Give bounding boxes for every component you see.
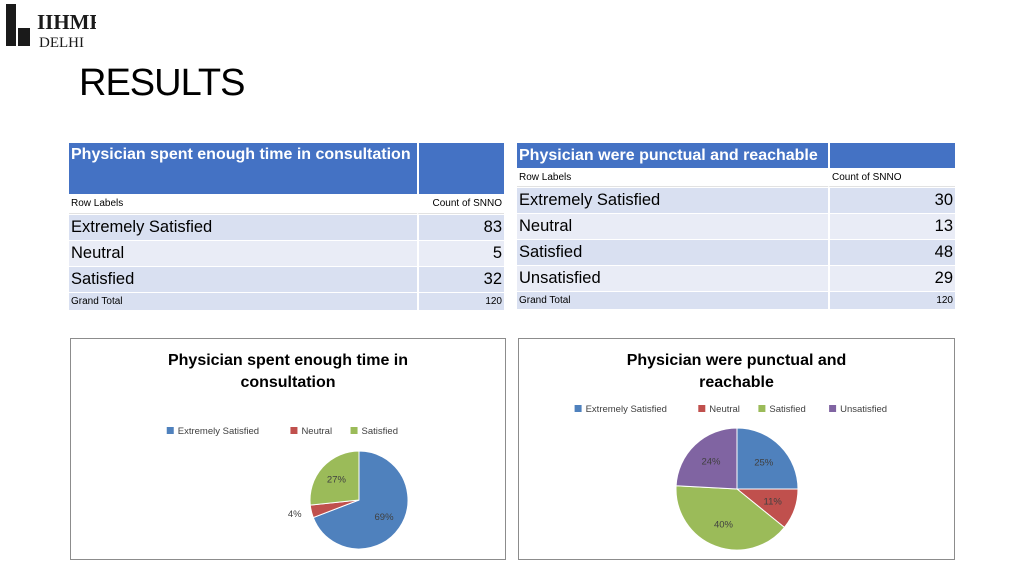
grand-total-row: Grand Total 120 xyxy=(69,292,504,310)
table-right: Physician were punctual and reachable Ro… xyxy=(517,143,955,309)
legend-entry: Satisfied xyxy=(362,426,398,437)
legend-entry: Extremely Satisfied xyxy=(586,404,667,415)
legend-entry: Neutral xyxy=(709,404,740,415)
logo-text-top: IIHMR xyxy=(37,10,96,34)
table-left-title: Physician spent enough time in consultat… xyxy=(69,143,417,194)
pie-slice xyxy=(736,427,799,490)
table-left-col-row-labels: Row Labels xyxy=(69,194,417,214)
table-row: Satisfied 48 xyxy=(517,239,955,265)
pie-slice xyxy=(312,450,409,550)
pie-data-label: 24% xyxy=(701,457,721,468)
legend-swatch xyxy=(829,405,837,412)
table-right-col-count: Count of SNNO xyxy=(828,168,955,187)
pie-slice xyxy=(675,427,738,490)
pie-data-label: 27% xyxy=(327,475,347,486)
pie-data-label: 4% xyxy=(288,509,302,520)
table-row: Unsatisfied 29 xyxy=(517,265,955,291)
chart-title-line2: reachable xyxy=(699,374,774,391)
pie-data-label: 25% xyxy=(754,457,774,468)
table-left: Physician spent enough time in consultat… xyxy=(69,143,504,310)
legend-swatch xyxy=(758,405,766,412)
legend-swatch xyxy=(574,405,582,412)
table-right-title: Physician were punctual and reachable xyxy=(517,143,828,168)
table-right-col-row-labels: Row Labels xyxy=(517,168,828,187)
table-row: Satisfied 32 xyxy=(69,266,504,292)
legend-entry: Extremely Satisfied xyxy=(178,426,259,437)
iihmr-delhi-logo: IIHMR DELHI xyxy=(6,4,96,50)
logo-text-bottom: DELHI xyxy=(39,35,84,50)
legend-swatch xyxy=(166,427,174,434)
pie-slice xyxy=(675,485,786,551)
legend-swatch xyxy=(350,427,358,434)
chart-right: Physician were punctual and reachable Extr… xyxy=(518,338,955,560)
page-title: RESULTS xyxy=(79,62,245,104)
legend-entry: Neutral xyxy=(301,426,332,437)
grand-total-row: Grand Total 120 xyxy=(517,291,955,309)
chart-left: Physician spent enough time in consultati… xyxy=(70,338,506,560)
legend-swatch xyxy=(290,427,298,434)
table-row: Extremely Satisfied 83 xyxy=(69,214,504,240)
table-row: Neutral 5 xyxy=(69,240,504,266)
pie-slice xyxy=(309,450,360,506)
legend-entry: Unsatisfied xyxy=(840,404,887,415)
chart-title-line2: consultation xyxy=(240,374,335,391)
logo-pillar-icon xyxy=(6,4,16,46)
pie-chart-punctual-reachable: Physician were punctual and reachable Extr… xyxy=(574,352,887,551)
legend-swatch xyxy=(698,405,706,412)
pie-data-label: 11% xyxy=(763,497,782,508)
chart-title: Physician were punctual and xyxy=(627,352,847,369)
pie-data-label: 69% xyxy=(375,512,395,523)
chart-title: Physician spent enough time in xyxy=(168,352,408,369)
table-row: Neutral 13 xyxy=(517,213,955,239)
legend-entry: Satisfied xyxy=(769,404,805,415)
table-row: Extremely Satisfied 30 xyxy=(517,187,955,213)
pie-data-label: 40% xyxy=(714,519,734,530)
table-left-col-count: Count of SNNO xyxy=(417,194,504,214)
pie-chart-consultation-time: Physician spent enough time in consultati… xyxy=(166,352,409,550)
